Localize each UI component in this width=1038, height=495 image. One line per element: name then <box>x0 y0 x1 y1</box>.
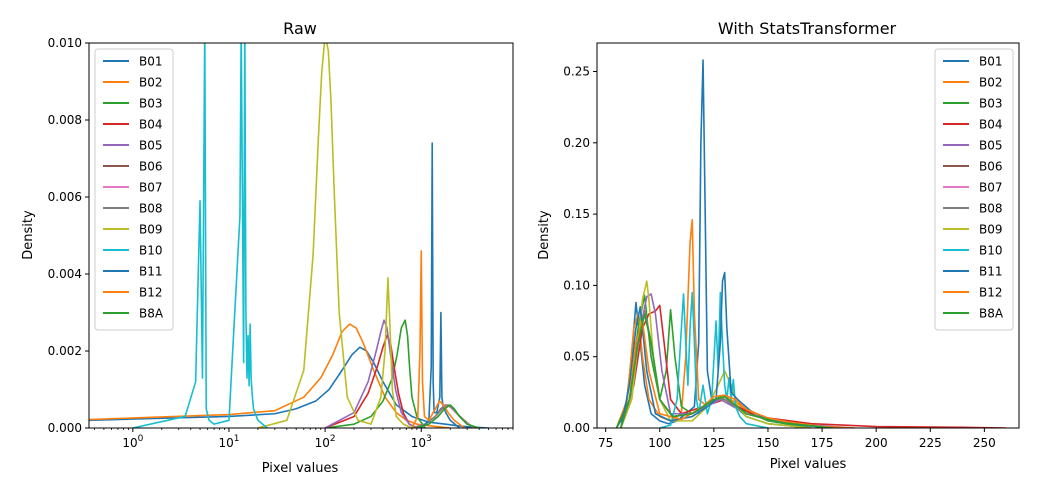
stats-y-tick-label: 0.15 <box>563 207 590 221</box>
stats-x-tick-label: 225 <box>919 436 942 450</box>
stats-legend-label-b03: B03 <box>979 97 1003 111</box>
stats-legend-label-b12: B12 <box>979 286 1003 300</box>
stats-y-tick-label: 0.20 <box>563 136 590 150</box>
stats-legend: B01 B02 B03 B04 B05 B06 B07 B08 B09 B10 B11 B12 B8A <box>934 48 1014 331</box>
stats-x-axis-label: Pixel values <box>770 457 847 472</box>
stats-panel: With StatsTransformer 75 100 125 150 175 200 2… <box>537 19 1020 472</box>
raw-y-axis-label: Density <box>21 210 36 260</box>
raw-series-line-b09 <box>257 43 413 428</box>
stats-y-tick-label: 0.05 <box>563 350 590 364</box>
raw-legend-label-b09: B09 <box>139 223 163 237</box>
stats-plot-area: 75 100 125 150 175 200 225 250 0.00 0.05 0.10 0.15 0… <box>563 59 1007 450</box>
raw-y-tick-label: 0.006 <box>48 190 82 204</box>
raw-x-tick-exponent: 2 <box>330 434 336 444</box>
raw-y-tick-label: 0.008 <box>48 113 82 127</box>
raw-legend-label-b12: B12 <box>139 286 163 300</box>
raw-legend-box <box>94 48 174 331</box>
stats-y-tick-label: 0.10 <box>563 278 590 292</box>
stats-legend-label-b06: B06 <box>979 160 1003 174</box>
stats-x-tick-label: 75 <box>598 436 613 450</box>
raw-series-line-b03 <box>325 319 426 428</box>
stats-x-tick-label: 175 <box>811 436 834 450</box>
stats-x-tick-label: 250 <box>973 436 996 450</box>
raw-series-line-b10 <box>132 43 268 428</box>
stats-y-axis-label: Density <box>537 210 552 260</box>
stats-series-line-b10 <box>659 291 769 428</box>
raw-x-tick-exponent: 1 <box>234 434 240 444</box>
raw-legend-label-b8a: B8A <box>139 307 164 321</box>
raw-legend: B01 B02 B03 B04 B05 B06 B07 B08 B09 B10 B11 B12 B8A <box>94 48 174 331</box>
raw-legend-label-b08: B08 <box>139 202 163 216</box>
stats-y-tick-label: 0.25 <box>563 65 590 79</box>
stats-x-tick-label: 200 <box>865 436 888 450</box>
raw-legend-label-b11: B11 <box>139 265 163 279</box>
stats-legend-label-b08: B08 <box>979 202 1003 216</box>
raw-y-tick-label: 0.000 <box>48 421 82 435</box>
stats-axes-frame <box>596 42 1020 429</box>
raw-legend-label-b07: B07 <box>139 181 163 195</box>
stats-legend-label-b09: B09 <box>979 223 1003 237</box>
raw-x-tick-exponent: 0 <box>138 434 144 444</box>
raw-axes-frame <box>88 42 514 429</box>
raw-series-line-b02 <box>89 323 451 428</box>
stats-legend-label-b02: B02 <box>979 76 1003 90</box>
raw-x-tick-exponent: 3 <box>426 434 432 444</box>
stats-legend-box <box>934 48 1014 331</box>
raw-series-line-b8a <box>416 404 480 428</box>
stats-legend-label-b10: B10 <box>979 244 1003 258</box>
raw-series-line-b12 <box>411 250 465 428</box>
stats-x-tick-label: 150 <box>757 436 780 450</box>
raw-legend-label-b02: B02 <box>139 76 163 90</box>
stats-y-tick-label: 0.00 <box>563 421 590 435</box>
stats-chart-title: With StatsTransformer <box>718 19 897 38</box>
raw-y-tick-label: 0.004 <box>48 267 82 281</box>
stats-series-line-b11 <box>620 271 833 428</box>
raw-panel: Raw 100 101 102 1030.0000.0020.0040.0060.00… <box>21 19 514 476</box>
raw-plot-area: 100 101 102 1030.0000.0020.0040.0060.0080.0… <box>48 36 514 450</box>
stats-legend-label-b8a: B8A <box>979 307 1004 321</box>
raw-legend-label-b04: B04 <box>139 118 163 132</box>
raw-legend-label-b03: B03 <box>139 97 163 111</box>
raw-legend-label-b01: B01 <box>139 55 163 69</box>
raw-y-tick-label: 0.002 <box>48 344 82 358</box>
raw-legend-label-b06: B06 <box>139 160 163 174</box>
stats-series-line-b12 <box>620 320 855 428</box>
stats-legend-label-b01: B01 <box>979 55 1003 69</box>
raw-legend-label-b10: B10 <box>139 244 163 258</box>
stats-legend-label-b05: B05 <box>979 139 1003 153</box>
stats-legend-label-b04: B04 <box>979 118 1003 132</box>
raw-y-tick-label: 0.010 <box>48 36 82 50</box>
raw-legend-label-b05: B05 <box>139 139 163 153</box>
stats-x-tick-label: 125 <box>702 436 725 450</box>
stats-legend-label-b07: B07 <box>979 181 1003 195</box>
stats-legend-label-b11: B11 <box>979 265 1003 279</box>
raw-chart-title: Raw <box>283 19 317 38</box>
stats-x-tick-label: 100 <box>648 436 671 450</box>
stats-series-line-b8a <box>620 313 833 428</box>
raw-x-axis-label: Pixel values <box>262 461 339 476</box>
